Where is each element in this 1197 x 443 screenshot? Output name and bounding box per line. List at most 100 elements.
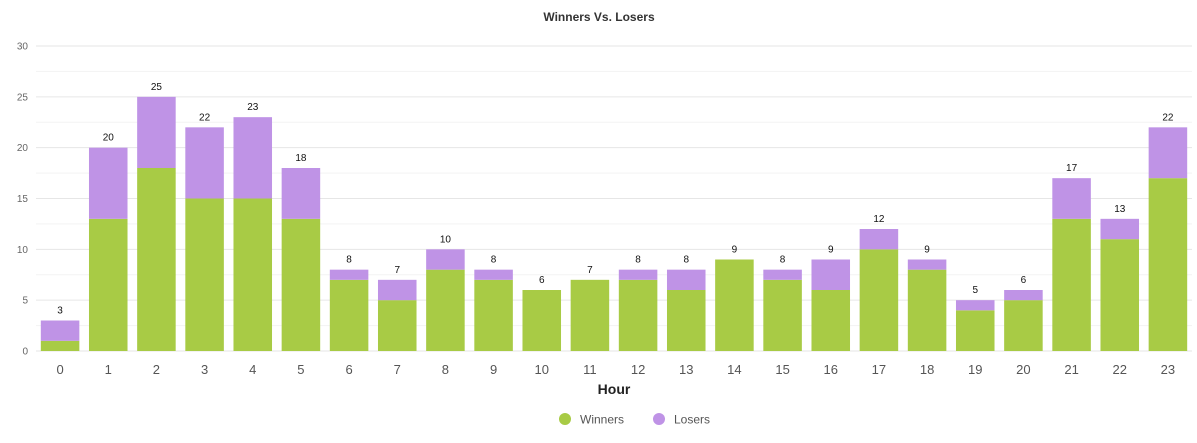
total-label-hour-3: 22 (199, 112, 211, 123)
total-label-hour-18: 9 (924, 245, 930, 256)
bar-losers-hour-22[interactable] (1100, 218, 1140, 240)
bar-winners-hour-1[interactable] (88, 218, 128, 351)
x-tick-label: 1 (105, 362, 112, 377)
bar-winners-hour-2[interactable] (137, 168, 176, 351)
bar-losers-hour-1[interactable] (88, 147, 128, 219)
x-tick-label: 5 (297, 362, 304, 377)
total-label-hour-21: 17 (1066, 163, 1078, 174)
bar-losers-hour-5[interactable] (281, 168, 321, 219)
x-tick-label: 7 (394, 362, 401, 377)
legend-swatch-winners[interactable] (559, 413, 571, 425)
y-axis-ticks: 0 5 10 15 20 25 30 (17, 42, 29, 358)
x-tick-label: 4 (249, 362, 256, 377)
bar-winners-hour-18[interactable] (907, 269, 947, 351)
bar-winners-hour-17[interactable] (859, 249, 899, 351)
bar-winners-hour-3[interactable] (185, 198, 224, 352)
total-label-hour-23: 22 (1162, 112, 1174, 123)
bar-losers-hour-4[interactable] (233, 117, 273, 199)
total-label-hour-0: 3 (57, 306, 63, 317)
total-label-hour-22: 13 (1114, 204, 1126, 215)
total-label-hour-11: 7 (587, 265, 593, 276)
bar-winners-hour-0[interactable] (40, 340, 80, 351)
bar-losers-hour-20[interactable] (1004, 290, 1043, 301)
bar-losers-hour-12[interactable] (618, 269, 658, 280)
bar-winners-hour-20[interactable] (1004, 300, 1043, 351)
bar-losers-hour-19[interactable] (955, 300, 995, 311)
total-label-hour-7: 7 (394, 265, 400, 276)
bar-winners-hour-10[interactable] (522, 290, 562, 351)
y-tick-label: 0 (22, 347, 28, 358)
total-label-hour-13: 8 (683, 255, 689, 266)
x-tick-label: 11 (583, 362, 597, 377)
total-label-hour-20: 6 (1021, 275, 1027, 286)
x-tick-label: 3 (201, 362, 208, 377)
legend-label-winners[interactable]: Winners (580, 413, 624, 427)
bar-losers-hour-8[interactable] (426, 249, 465, 270)
x-tick-label: 15 (775, 362, 789, 377)
bar-winners-hour-8[interactable] (426, 269, 465, 351)
x-tick-label: 19 (968, 362, 982, 377)
total-label-hour-5: 18 (295, 153, 307, 164)
legend-swatch-losers[interactable] (653, 413, 665, 425)
x-tick-label: 12 (631, 362, 645, 377)
bar-losers-hour-18[interactable] (907, 259, 947, 270)
bar-winners-hour-14[interactable] (715, 259, 754, 352)
bar-winners-hour-9[interactable] (474, 279, 513, 351)
bar-losers-hour-17[interactable] (859, 229, 899, 250)
legend-label-losers[interactable]: Losers (674, 413, 710, 427)
x-tick-label: 0 (56, 362, 63, 377)
x-tick-label: 18 (920, 362, 934, 377)
chart-title: Winners Vs. Losers (543, 10, 655, 24)
x-tick-label: 21 (1064, 362, 1078, 377)
data-labels-layer: 3 20 25 22 23 18 8 7 10 8 6 7 8 8 9 8 9 12 9 5 6 17 13 22 (57, 82, 1174, 317)
total-label-hour-12: 8 (635, 255, 641, 266)
total-label-hour-10: 6 (539, 275, 545, 286)
total-label-hour-19: 5 (972, 285, 978, 296)
bar-losers-hour-6[interactable] (329, 269, 369, 280)
bar-winners-hour-19[interactable] (955, 310, 995, 351)
x-tick-label: 6 (345, 362, 352, 377)
bar-losers-hour-0[interactable] (40, 320, 80, 341)
total-label-hour-8: 10 (440, 234, 452, 245)
bar-winners-hour-7[interactable] (377, 300, 417, 351)
x-tick-label: 23 (1161, 362, 1175, 377)
bar-losers-hour-23[interactable] (1148, 127, 1188, 179)
total-label-hour-15: 8 (780, 255, 786, 266)
x-tick-label: 20 (1016, 362, 1030, 377)
total-label-hour-14: 9 (732, 245, 738, 256)
y-tick-label: 20 (17, 143, 29, 154)
bar-winners-hour-22[interactable] (1100, 239, 1140, 351)
legend: Winners Losers (559, 413, 710, 427)
bar-winners-hour-21[interactable] (1052, 218, 1091, 351)
bar-winners-hour-12[interactable] (618, 279, 658, 351)
y-tick-label: 10 (17, 245, 29, 256)
bar-winners-hour-6[interactable] (329, 279, 369, 351)
bar-losers-hour-13[interactable] (666, 269, 706, 290)
x-tick-label: 22 (1113, 362, 1127, 377)
bar-losers-hour-16[interactable] (811, 259, 851, 291)
x-tick-label: 17 (872, 362, 886, 377)
bar-winners-hour-5[interactable] (281, 218, 321, 351)
total-label-hour-9: 8 (491, 255, 497, 266)
x-axis-ticks: 0 1 2 3 4 5 6 7 8 9 10 11 12 13 14 15 16 17 18 19 20 21 22 23 (56, 362, 1175, 377)
y-tick-label: 25 (17, 92, 29, 103)
bar-winners-hour-23[interactable] (1148, 178, 1188, 351)
bar-losers-hour-9[interactable] (474, 269, 513, 280)
bar-losers-hour-15[interactable] (763, 269, 802, 280)
total-label-hour-4: 23 (247, 102, 259, 113)
bar-losers-hour-2[interactable] (137, 96, 176, 168)
x-axis-label: Hour (598, 381, 631, 397)
bar-losers-hour-21[interactable] (1052, 178, 1091, 219)
bar-losers-hour-3[interactable] (185, 127, 224, 199)
bar-winners-hour-15[interactable] (763, 279, 802, 351)
y-tick-label: 15 (17, 194, 29, 205)
bar-winners-hour-13[interactable] (666, 290, 706, 351)
bar-winners-hour-16[interactable] (811, 290, 851, 351)
bar-winners-hour-4[interactable] (233, 198, 273, 352)
bar-winners-hour-11[interactable] (570, 279, 610, 351)
bar-losers-hour-7[interactable] (377, 279, 417, 301)
x-tick-label: 9 (490, 362, 497, 377)
total-label-hour-1: 20 (103, 133, 115, 144)
